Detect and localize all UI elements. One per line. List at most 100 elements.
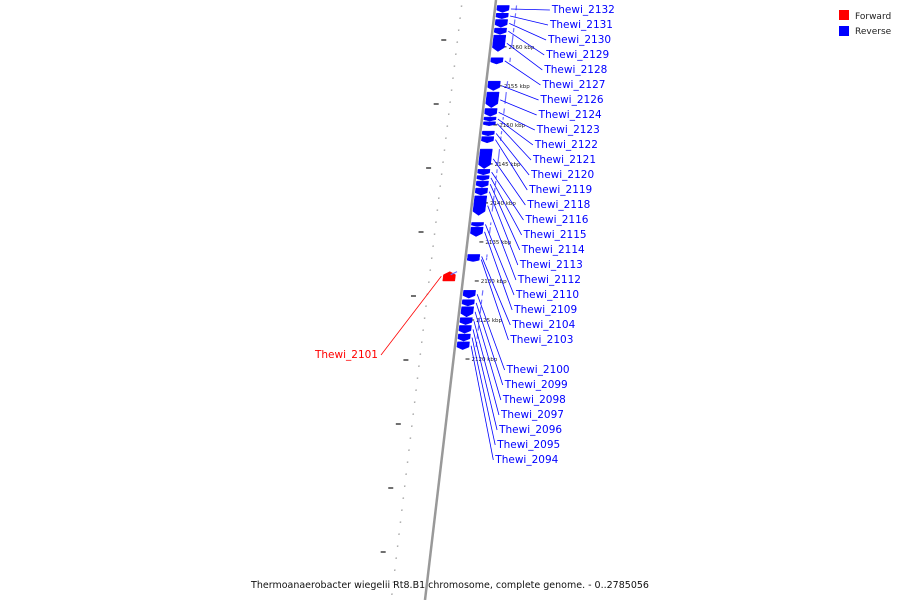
tick-label: 2150 kbp	[499, 123, 525, 129]
gene-feature[interactable]	[484, 108, 498, 117]
label-leader	[500, 99, 537, 116]
label-leader	[485, 224, 515, 296]
label-leader	[495, 139, 528, 191]
tick-label: 2145 kbp	[495, 162, 521, 168]
gene-feature[interactable]	[470, 226, 484, 237]
gene-feature[interactable]	[481, 130, 495, 137]
gene-label[interactable]: Thewi_2101	[314, 349, 378, 361]
gene-feature[interactable]	[461, 299, 475, 307]
gene-label[interactable]: Thewi_2099	[504, 379, 568, 391]
tick-label: 2140 kbp	[490, 201, 516, 207]
label-leader	[509, 23, 547, 41]
gene-label[interactable]: Thewi_2130	[547, 34, 611, 46]
gene-label[interactable]: Thewi_2129	[545, 49, 609, 61]
gene-feature[interactable]	[458, 325, 472, 334]
gene-label[interactable]: Thewi_2123	[536, 124, 600, 136]
gene-label[interactable]: Thewi_2128	[543, 64, 607, 76]
gene-feature[interactable]	[490, 57, 504, 65]
gene-label[interactable]: Thewi_2114	[521, 244, 585, 256]
gene-label[interactable]: Thewi_2098	[502, 394, 566, 406]
gene-feature[interactable]	[477, 169, 491, 176]
label-leader	[497, 123, 532, 161]
gene-label[interactable]: Thewi_2113	[519, 259, 583, 271]
gene-feature[interactable]	[456, 341, 470, 350]
label-leader	[473, 321, 500, 416]
legend-forward-swatch	[839, 10, 849, 20]
gene-label[interactable]: Thewi_2127	[541, 79, 605, 91]
label-leader	[471, 337, 496, 446]
gene-label[interactable]: Thewi_2120	[530, 169, 594, 181]
map-caption: Thermoanaerobacter wiegelii Rt8.B1 chrom…	[250, 580, 649, 591]
gene-label[interactable]: Thewi_2096	[498, 424, 562, 436]
gene-label[interactable]: Thewi_2100	[506, 364, 570, 376]
gene-label[interactable]: Thewi_2118	[526, 199, 590, 211]
gene-label[interactable]: Thewi_2119	[528, 184, 592, 196]
gene-feature[interactable]	[475, 180, 489, 188]
gene-feature[interactable]	[466, 257, 480, 262]
label-leader	[492, 158, 526, 206]
gene-feature[interactable]	[485, 91, 500, 109]
tick-label: 2135 kbp	[485, 240, 511, 246]
label-leader	[495, 133, 530, 176]
gene-feature[interactable]	[474, 187, 489, 196]
gene-features	[442, 5, 518, 350]
gene-label[interactable]: Thewi_2115	[523, 229, 587, 241]
tick-label: 2130 kbp	[481, 279, 507, 285]
label-leader	[472, 329, 498, 431]
gene-feature[interactable]	[487, 80, 501, 91]
gene-feature[interactable]	[493, 27, 507, 35]
gene-feature[interactable]	[492, 34, 507, 52]
gene-label[interactable]: Thewi_2109	[513, 304, 577, 316]
gene-label[interactable]: Thewi_2094	[494, 454, 558, 466]
gene-label[interactable]: Thewi_2112	[517, 274, 581, 286]
label-leader	[487, 205, 517, 281]
label-leader	[501, 85, 539, 101]
gene-label[interactable]: Thewi_2097	[500, 409, 564, 421]
gene-feature[interactable]	[460, 306, 474, 318]
label-leader	[508, 30, 545, 56]
gene-feature[interactable]	[481, 136, 495, 144]
gene-feature-shade	[513, 19, 516, 25]
label-leader	[380, 276, 442, 356]
gene-label[interactable]: Thewi_2124	[538, 109, 602, 121]
gene-feature[interactable]	[496, 5, 510, 13]
label-leader	[498, 112, 535, 131]
gene-feature[interactable]	[462, 290, 476, 299]
gene-feature[interactable]	[495, 13, 509, 19]
gene-feature-shade	[488, 227, 491, 234]
gene-label[interactable]: Thewi_2126	[540, 94, 604, 106]
label-leader	[470, 345, 494, 461]
gene-label[interactable]: Thewi_2132	[551, 4, 615, 16]
tick-label: 2155 kbp	[504, 84, 530, 90]
gene-label[interactable]: Thewi_2131	[549, 19, 613, 31]
legend-forward-label: Forward	[855, 12, 891, 22]
gene-labels: Thewi_2132 Thewi_2131 Thewi_2130 Thewi_2129…	[314, 4, 615, 466]
gene-feature[interactable]	[483, 116, 497, 122]
gene-feature[interactable]	[476, 175, 490, 181]
gene-label[interactable]: Thewi_2116	[524, 214, 588, 226]
gene-feature[interactable]	[472, 195, 488, 216]
gene-label[interactable]: Thewi_2121	[532, 154, 596, 166]
label-leader	[504, 60, 541, 86]
gene-feature[interactable]	[457, 333, 471, 342]
gene-feature-shade	[478, 317, 481, 323]
gene-label[interactable]: Thewi_2110	[515, 289, 579, 301]
gene-feature[interactable]	[471, 222, 484, 227]
gene-label[interactable]: Thewi_2104	[511, 319, 575, 331]
gene-label[interactable]: Thewi_2103	[509, 334, 573, 346]
legend-reverse-swatch	[839, 26, 849, 36]
gene-feature[interactable]	[478, 148, 493, 169]
gene-feature-shade	[504, 92, 507, 104]
gene-feature[interactable]	[494, 19, 508, 28]
gene-label[interactable]: Thewi_2122	[534, 139, 598, 151]
label-leader	[491, 171, 524, 221]
gene-feature-shade	[503, 108, 505, 114]
gene-feature[interactable]	[459, 317, 473, 325]
gene-label[interactable]: Thewi_2095	[496, 439, 560, 451]
label-leader	[489, 184, 521, 251]
gene-feature-shade	[477, 325, 480, 331]
gene-feature[interactable]	[483, 121, 496, 127]
gene-feature-shade	[515, 5, 518, 11]
